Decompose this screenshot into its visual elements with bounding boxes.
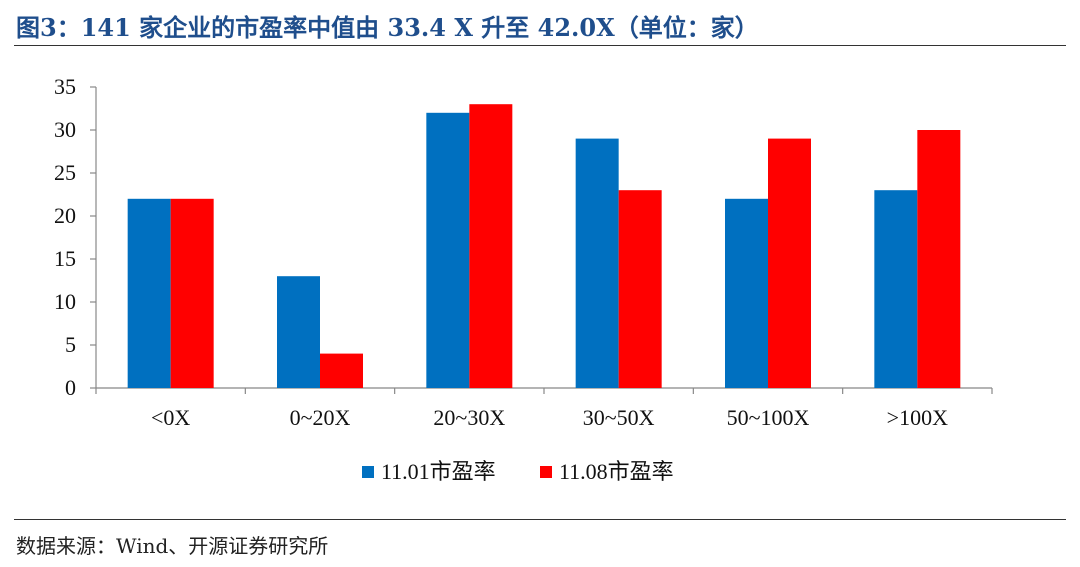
x-tick-label: 30~50X	[583, 405, 655, 430]
bar-chart: 0 5 10 15 20 25 30 35 <0X 0~20X 20~30X 30~50X 50~10…	[54, 74, 993, 484]
legend-label: 11.01市盈率	[381, 459, 496, 484]
y-tick-label: 0	[65, 375, 76, 400]
y-tick-label: 5	[65, 332, 76, 357]
x-tick-label: 0~20X	[290, 405, 351, 430]
legend-swatch	[362, 466, 374, 478]
x-tick-label: 20~30X	[433, 405, 505, 430]
y-tick-label: 30	[54, 117, 76, 142]
figure-title: 图3：141 家企业的市盈率中值由 33.4 X 升至 42.0X（单位：家）	[16, 13, 759, 42]
x-tick-label: <0X	[151, 405, 190, 430]
y-tick-label: 35	[54, 74, 76, 99]
y-tick-label: 20	[54, 203, 76, 228]
source-note: 数据来源：Wind、开源证券研究所	[16, 534, 329, 558]
bar-series-2	[469, 104, 513, 388]
bar-series-1	[426, 112, 470, 389]
x-axis: <0X 0~20X 20~30X 30~50X 50~100X >100X	[95, 387, 993, 430]
bar-series-1	[725, 198, 768, 388]
x-tick-label: >100X	[887, 405, 948, 430]
legend-swatch	[540, 466, 552, 478]
bar-series-1	[127, 198, 171, 388]
bar-series-2	[170, 198, 214, 388]
y-tick-label: 10	[54, 289, 76, 314]
bar-series-2	[618, 190, 662, 388]
legend: 11.01市盈率 11.08市盈率	[362, 459, 674, 484]
x-tick-label: 50~100X	[727, 405, 810, 430]
y-tick-label: 25	[54, 160, 76, 185]
y-tick-label: 15	[54, 246, 76, 271]
footer-divider	[14, 519, 1066, 520]
bar-series-2	[320, 353, 363, 388]
bar-series-1	[575, 138, 619, 388]
bar-series-1	[277, 276, 320, 388]
bar-series	[127, 104, 961, 389]
bar-series-1	[874, 190, 918, 388]
bar-series-2	[917, 130, 961, 388]
y-axis: 0 5 10 15 20 25 30 35	[54, 74, 97, 400]
legend-label: 11.08市盈率	[559, 459, 674, 484]
title-divider	[14, 45, 1066, 46]
bar-series-2	[768, 138, 811, 388]
